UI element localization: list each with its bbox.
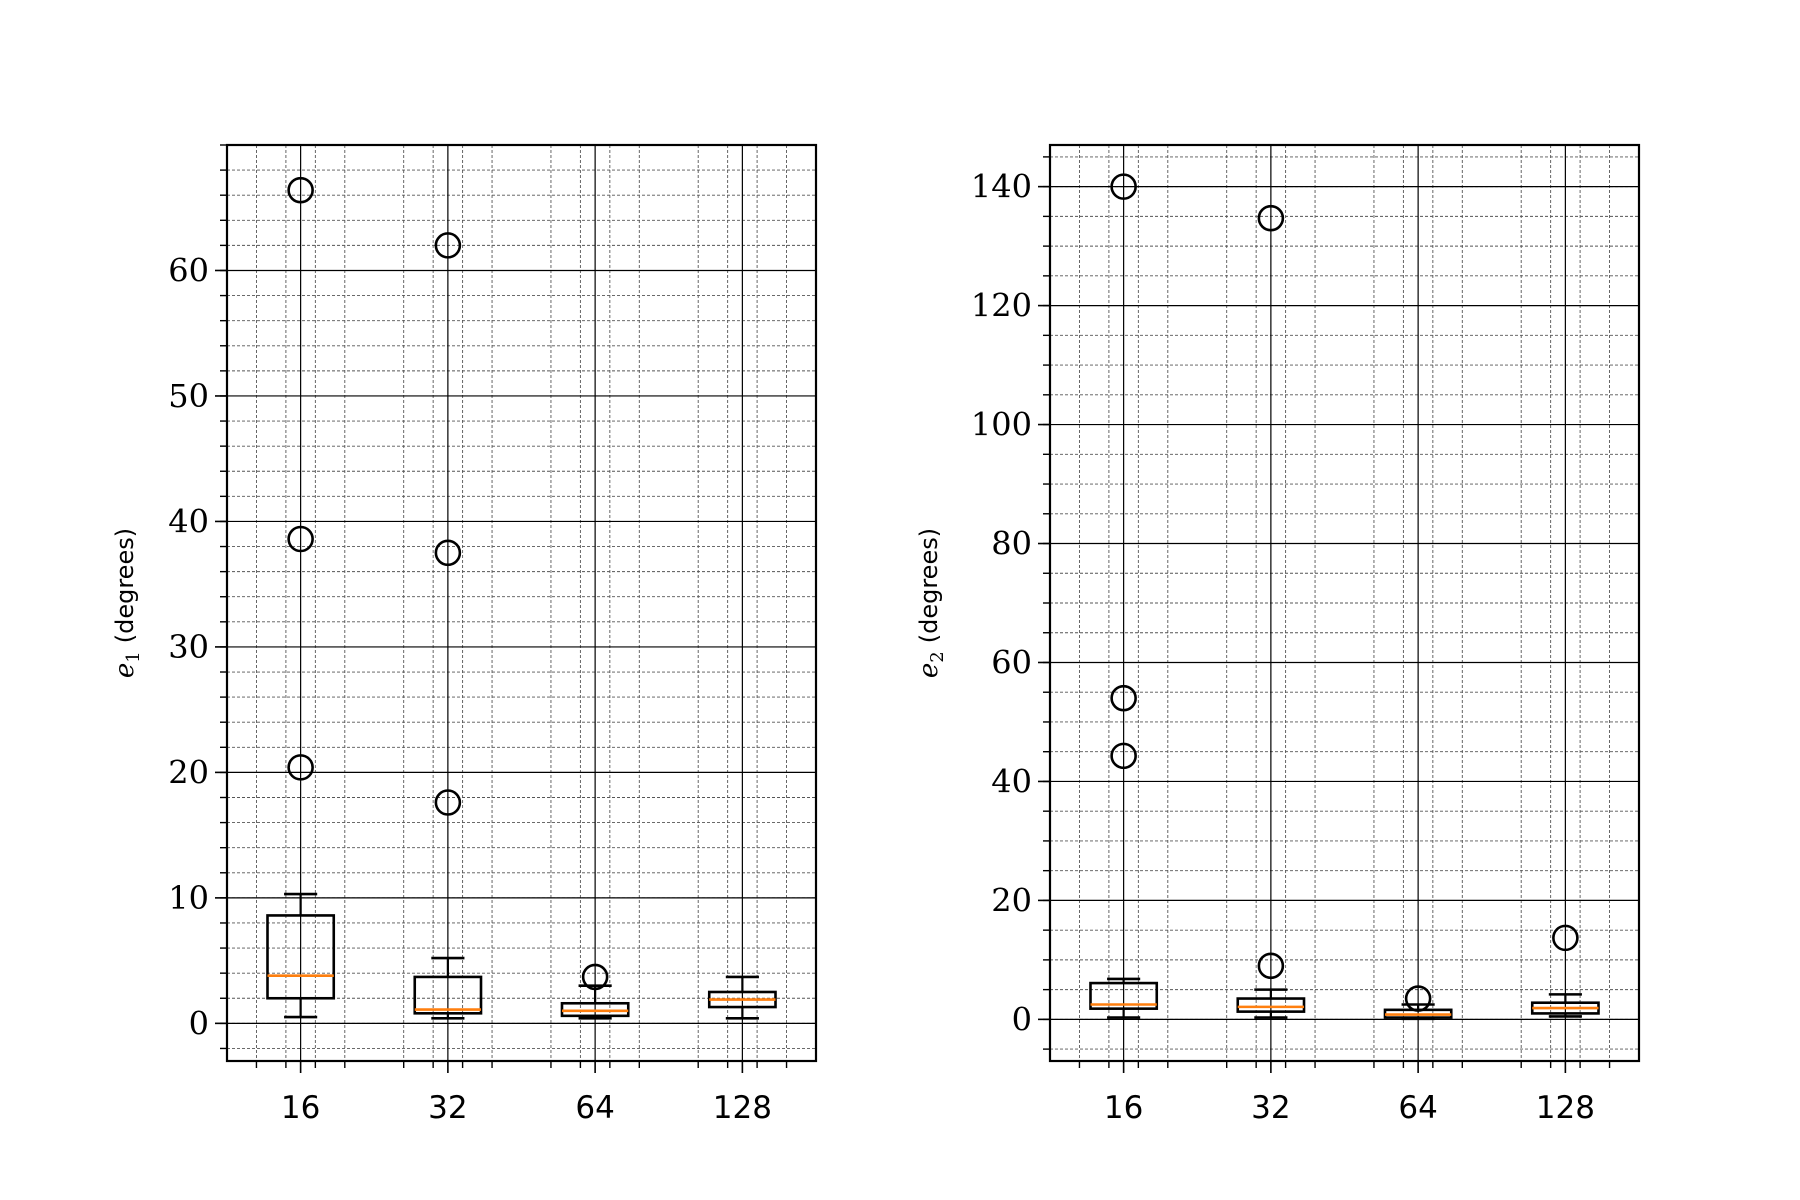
y-tick-label: 100 [971,406,1032,444]
box-iqr [266,914,336,1000]
x-tick-label: 128 [713,1090,772,1126]
y-axis-label-e1: e1(degrees) [110,528,144,678]
plot-frame-e1 [225,143,818,1063]
y-tick-label: 60 [168,251,209,289]
minor-grid-e1 [227,144,816,1061]
x-tick-label: 32 [428,1090,467,1126]
box-iqr [1236,997,1306,1013]
outlier-point [1404,985,1432,1012]
y-tick-label: 20 [168,753,209,791]
box-16 [1089,173,1159,1019]
y-tick-label: 50 [168,377,209,415]
box-128 [707,975,777,1020]
plot-frame-e2 [1048,143,1641,1063]
outlier-point [1110,742,1137,770]
boxes-e2 [1089,173,1600,1021]
y-tick-label: 120 [971,287,1032,325]
x-tick-label: 16 [281,1090,320,1126]
chart-panel-e2: 0 20 40 60 80 100 120 140 16 32 64 128 e2(degrees) [914,143,1641,1126]
y-tick-label: 140 [971,168,1032,206]
y-tick-label: 0 [1012,1000,1032,1038]
y-tick-label: 10 [168,879,209,917]
x-tick-label: 64 [1398,1090,1437,1126]
outlier-point [581,963,609,991]
outlier-point [434,789,462,816]
outlier-point [434,232,462,259]
x-tick-label: 32 [1251,1090,1290,1126]
x-tick-label: 128 [1536,1090,1595,1126]
y-tick-label: 30 [168,628,209,666]
major-grid-e2 [1050,145,1639,1061]
box-16 [266,176,336,1019]
box-64 [1383,985,1453,1021]
ticks-e1: 0 10 20 30 40 50 60 16 32 64 128 [168,144,788,1126]
outlier-point [1110,173,1137,200]
outlier-point [1110,684,1137,712]
y-tick-label: 60 [991,643,1032,681]
outlier-point [1257,952,1285,980]
outlier-point [287,525,314,553]
major-grid-e1 [227,145,816,1061]
x-tick-label: 16 [1104,1090,1143,1126]
outlier-point [1257,204,1285,232]
boxes-e1 [266,176,777,1020]
box-32 [1236,204,1306,1019]
chart-panel-e1: 0 10 20 30 40 50 60 16 32 64 128 e1(degrees) [110,143,818,1126]
outlier-point [287,754,314,781]
ticks-e2: 0 20 40 60 80 100 120 140 16 32 64 128 [971,156,1611,1126]
y-tick-label: 80 [991,525,1032,563]
outlier-point [434,539,462,567]
y-tick-label: 0 [189,1004,209,1042]
y-axis-label-e2: e2(degrees) [914,528,948,678]
outlier-point [287,176,314,204]
y-tick-label: 40 [991,762,1032,800]
y-tick-label: 40 [168,502,209,540]
box-32 [413,232,483,1020]
box-iqr [1089,981,1159,1010]
box-iqr [413,975,483,1015]
box-128 [1530,924,1600,1018]
box-64 [560,963,630,1020]
y-tick-label: 20 [991,881,1032,919]
outlier-point [1552,924,1579,952]
x-tick-label: 64 [575,1090,614,1126]
